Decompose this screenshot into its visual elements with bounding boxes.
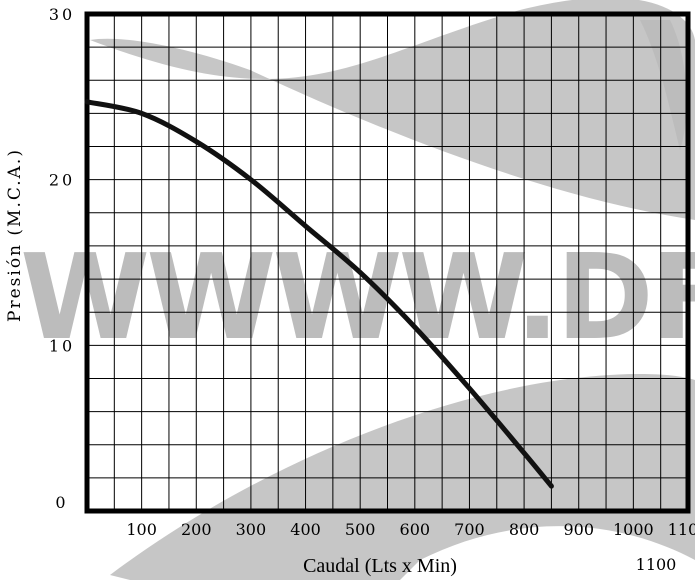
y-tick-label: 0	[55, 493, 68, 512]
x-tick-label: 1100	[668, 520, 695, 539]
x-axis-title: Caudal (Lts x Min)	[303, 555, 457, 577]
extra-tick-label: 1100	[636, 555, 677, 574]
watermark-swoosh-bottom	[110, 374, 695, 580]
x-tick-label: 800	[509, 520, 540, 539]
x-tick-label: 500	[345, 520, 376, 539]
series-line	[84, 99, 554, 489]
x-tick-label: 1000	[613, 520, 654, 539]
x-tick-label: 400	[290, 520, 321, 539]
x-tick-label: 600	[400, 520, 431, 539]
watermark: WWWW.DF	[20, 0, 695, 580]
y-tick-label: 10	[49, 336, 75, 355]
x-tick-labels: 100 200 300 400 500 600 700 800 900 1000 1100	[126, 520, 695, 539]
x-tick-label: 200	[181, 520, 212, 539]
watermark-swoosh-top	[90, 0, 695, 220]
y-axis-title: Presión (M.C.A.)	[5, 148, 25, 322]
y-tick-labels: 0 10 20 30	[49, 5, 75, 512]
x-tick-label: 300	[236, 520, 267, 539]
x-tick-label: 900	[563, 520, 594, 539]
watermark-text: WWWW.DF	[20, 228, 695, 366]
grid	[87, 14, 688, 511]
y-tick-label: 20	[49, 171, 75, 190]
watermark-horn	[640, 20, 687, 150]
plot-frame	[84, 11, 691, 514]
x-tick-label: 700	[454, 520, 485, 539]
x-tick-label: 100	[126, 520, 157, 539]
y-tick-label: 30	[49, 5, 75, 24]
